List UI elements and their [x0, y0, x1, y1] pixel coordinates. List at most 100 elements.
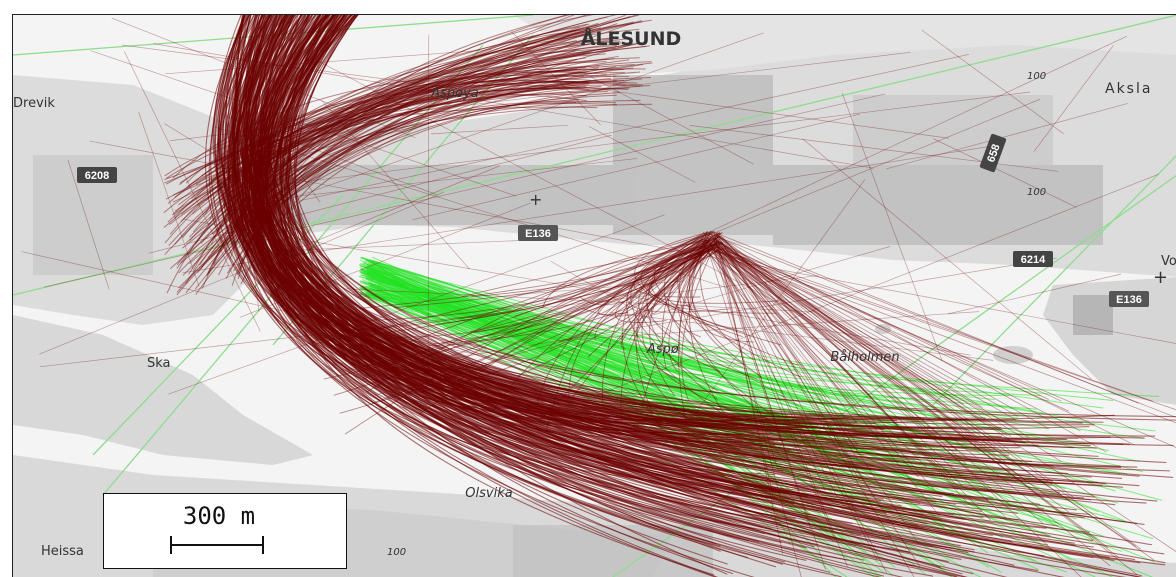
- ship-track: [215, 38, 588, 227]
- ship-track: [182, 87, 584, 238]
- ship-track: [212, 83, 590, 265]
- ship-track: [705, 242, 1015, 420]
- ship-track: [208, 15, 626, 193]
- ship-track: [366, 263, 1109, 452]
- ship-track: [635, 236, 720, 413]
- ship-track: [716, 246, 1029, 438]
- ship-track: [638, 237, 720, 372]
- ship-track: [273, 158, 638, 200]
- ship-track: [668, 232, 711, 372]
- contour-label: 100: [1027, 187, 1046, 198]
- ship-track: [717, 240, 859, 447]
- ship-track: [588, 126, 696, 183]
- ship-track: [67, 159, 110, 290]
- ship-track: [90, 50, 517, 197]
- ship-track: [241, 48, 607, 214]
- ship-track: [453, 234, 710, 384]
- ship-track: [418, 237, 711, 415]
- ship-track: [164, 43, 634, 177]
- ship-track: [180, 44, 631, 264]
- ship-track: [372, 263, 823, 399]
- ship-track: [684, 179, 866, 428]
- ship-track: [185, 55, 619, 285]
- ship-track: [178, 81, 587, 186]
- ship-track: [542, 243, 713, 318]
- ship-track: [182, 39, 577, 276]
- ship-track: [653, 237, 799, 366]
- ship-track: [216, 75, 630, 233]
- ship-track: [715, 241, 1176, 553]
- ship-track: [374, 246, 891, 396]
- ship-track: [250, 15, 736, 484]
- ship-track: [620, 241, 720, 422]
- ship-track: [360, 233, 721, 368]
- ship-track: [591, 76, 754, 165]
- ship-track: [182, 145, 993, 274]
- map-view[interactable]: 6208 E136 6214 E136 658 ÅLESUND Drevik A…: [12, 14, 1176, 577]
- ship-track: [173, 50, 576, 215]
- ship-track: [208, 87, 629, 274]
- ship-track: [209, 28, 588, 220]
- ship-track: [214, 126, 728, 289]
- ship-track: [718, 240, 1138, 576]
- ship-track: [706, 241, 1109, 549]
- ship-track: [188, 93, 587, 256]
- ship-track: [511, 31, 601, 126]
- ship-track: [714, 236, 1026, 481]
- ship-track: [648, 248, 777, 314]
- ship-track: [537, 250, 711, 423]
- ship-track: [300, 54, 969, 201]
- ship-track: [711, 233, 848, 567]
- ship-track: [174, 103, 653, 245]
- ship-track: [234, 15, 1049, 546]
- ship-track: [200, 45, 651, 244]
- ship-track: [371, 232, 720, 404]
- ship-track: [176, 84, 641, 293]
- ship-track: [268, 91, 1031, 187]
- ship-track: [628, 238, 721, 341]
- ship-track: [708, 233, 1176, 418]
- ship-track: [200, 15, 588, 270]
- ship-track: [427, 34, 430, 368]
- ship-track: [206, 15, 618, 275]
- cross-marker-icon: +: [1153, 267, 1168, 288]
- ship-track: [226, 116, 438, 196]
- ship-track: [254, 15, 820, 511]
- ship-track: [321, 231, 709, 332]
- ship-track: [677, 245, 802, 378]
- ship-track: [717, 240, 948, 409]
- ship-track: [219, 28, 640, 252]
- ship-track: [321, 99, 470, 270]
- ship-track: [383, 257, 1057, 371]
- ship-track: [516, 250, 704, 377]
- ship-track: [138, 112, 200, 287]
- ship-track: [192, 51, 591, 233]
- ship-track: [707, 247, 1070, 412]
- ship-track: [230, 101, 617, 235]
- ship-track: [240, 80, 644, 206]
- ship-track: [165, 106, 598, 185]
- ship-track: [218, 15, 595, 276]
- ship-track: [713, 246, 802, 577]
- road-shield-658: 658: [979, 133, 1007, 173]
- ship-track: [633, 240, 710, 426]
- ship-track: [163, 27, 601, 214]
- ship-track: [709, 243, 955, 423]
- ship-track: [634, 230, 743, 338]
- ship-track: [1033, 45, 1114, 152]
- ship-track: [717, 234, 992, 441]
- ship-track: [246, 15, 1122, 469]
- ship-track: [706, 240, 968, 415]
- ship-track: [201, 68, 581, 289]
- ship-track: [166, 68, 646, 294]
- ship-track: [679, 239, 771, 423]
- ship-track: [710, 244, 878, 561]
- ship-track: [177, 44, 617, 206]
- ship-track: [189, 77, 651, 241]
- svg-text:E136: E136: [1116, 294, 1142, 306]
- ship-track: [578, 245, 705, 306]
- road-shield-6214: 6214: [1013, 251, 1053, 267]
- ship-track: [258, 15, 785, 441]
- ship-track: [168, 88, 590, 226]
- ship-track: [223, 87, 630, 222]
